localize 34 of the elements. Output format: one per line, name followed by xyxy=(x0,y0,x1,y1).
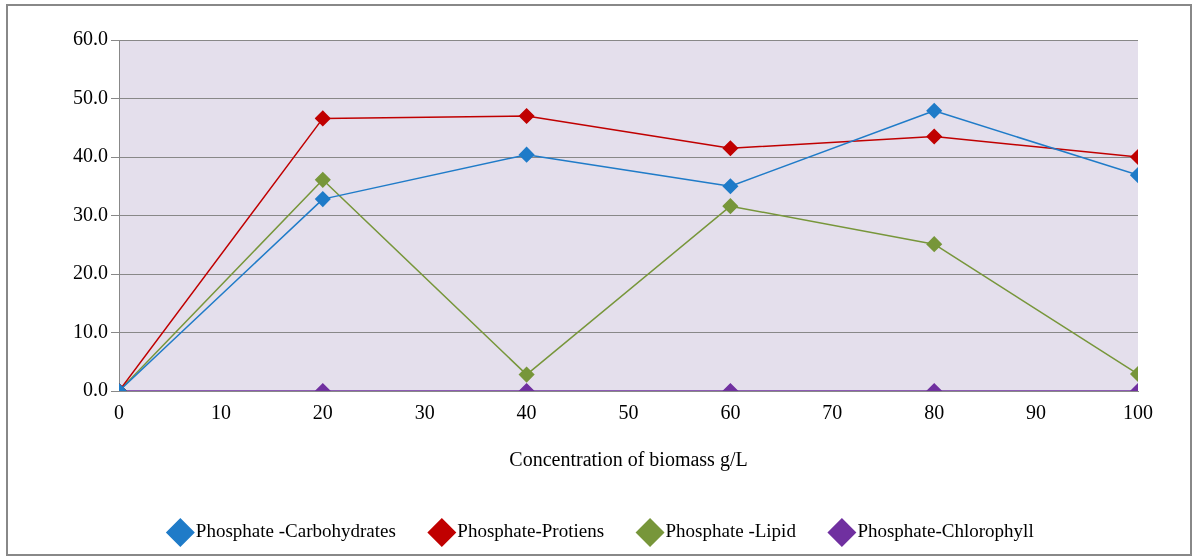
y-tick-label: 20.0 xyxy=(73,261,108,284)
point xyxy=(722,178,739,194)
x-tick-label: 30 xyxy=(414,401,435,424)
point xyxy=(518,146,535,163)
x-tick-label: 90 xyxy=(1026,401,1047,424)
y-tick-label: 30.0 xyxy=(73,202,108,225)
point xyxy=(926,236,942,252)
point xyxy=(722,198,739,214)
point xyxy=(926,103,942,119)
x-tick-label: 100 xyxy=(1123,401,1153,424)
x-tick-label: 70 xyxy=(822,401,843,424)
point xyxy=(518,108,535,124)
y-tick-label: 10.0 xyxy=(73,319,108,342)
y-tick-label: 60.0 xyxy=(73,27,108,50)
legend-label: Phosphate -Carbohydrates xyxy=(195,520,396,542)
point xyxy=(722,140,739,156)
y-tick-label: 0.0 xyxy=(83,378,108,401)
x-tick-label: 50 xyxy=(618,401,639,424)
x-axis-title: Concentration of biomass g/L xyxy=(509,448,748,472)
x-tick-label: 40 xyxy=(516,401,537,424)
point xyxy=(315,191,331,207)
point xyxy=(926,128,942,145)
point xyxy=(315,110,331,127)
legend-label: Phosphate -Lipid xyxy=(665,520,797,542)
x-tick-label: 80 xyxy=(924,401,945,424)
point xyxy=(315,172,331,188)
y-tick-label: 50.0 xyxy=(73,85,108,108)
legend-label: Phosphate-Protiens xyxy=(457,520,605,542)
x-tick-label: 0 xyxy=(114,401,124,424)
x-tick-label: 10 xyxy=(210,401,231,424)
x-tick-label: 20 xyxy=(312,401,333,424)
x-tick-label: 60 xyxy=(720,401,741,424)
legend-label: Phosphate-Chlorophyll xyxy=(857,520,1034,542)
y-tick-label: 40.0 xyxy=(73,144,108,167)
